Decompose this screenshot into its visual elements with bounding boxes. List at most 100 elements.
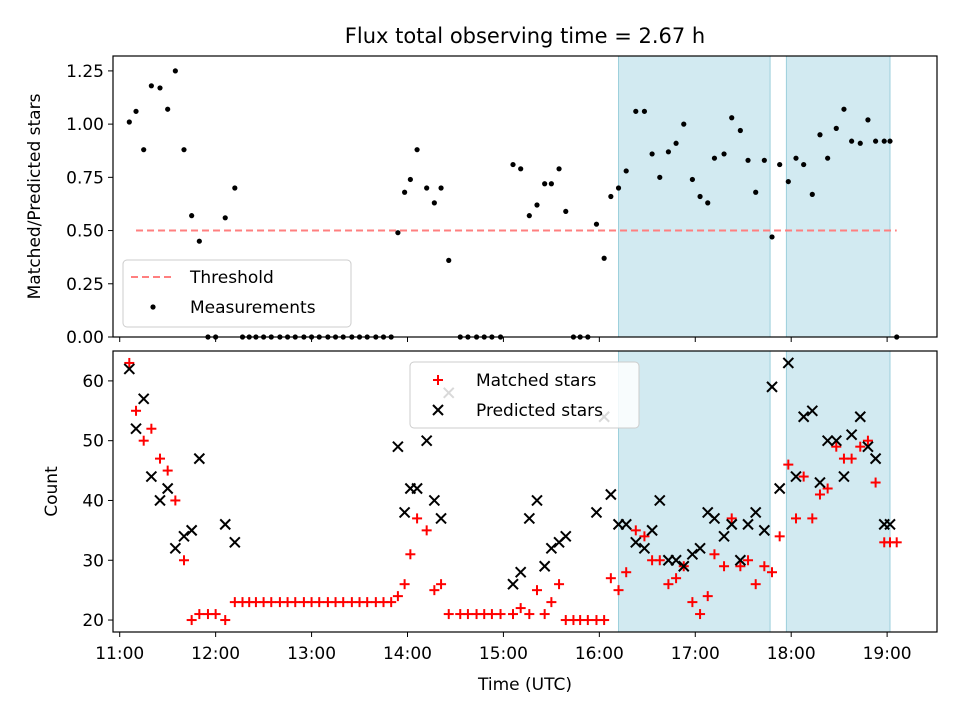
data-point-measurement [657, 174, 663, 180]
data-point-measurement [126, 119, 132, 125]
data-point-measurement [761, 157, 767, 163]
data-point-predicted [161, 482, 174, 495]
data-point-matched [338, 597, 349, 608]
data-point-predicted [523, 512, 536, 525]
data-point-matched [790, 513, 801, 524]
data-point-measurement [887, 138, 893, 144]
data-point-matched [605, 573, 616, 584]
marker-stroke [398, 506, 411, 519]
top-panel: 0.00 0.25 0.50 0.75 1.00 1.25 Matched/Predicte… [25, 55, 938, 348]
data-point-measurement [881, 138, 887, 144]
data-point-predicted [797, 411, 810, 423]
marker-stroke [185, 524, 198, 537]
marker-stroke [702, 506, 714, 519]
marker-stroke [420, 434, 433, 447]
marker-stroke [838, 470, 850, 483]
marker-stroke [821, 434, 834, 447]
data-point-predicted [169, 542, 182, 555]
data-point-matched [314, 597, 325, 608]
data-point-measurement [873, 138, 879, 144]
y-tick-label: 0.75 [66, 168, 104, 188]
data-point-measurement [705, 200, 711, 206]
data-point-predicted [560, 530, 572, 543]
data-point-measurement [148, 83, 154, 89]
y-axis-label: Matched/Predicted stars [25, 93, 45, 299]
data-point-predicted [862, 440, 874, 453]
data-point-measurement [849, 138, 855, 144]
marker-stroke [538, 560, 551, 572]
marker-stroke [161, 482, 174, 495]
data-point-matched [386, 597, 397, 608]
data-point-matched [554, 579, 565, 590]
data-point-measurement [681, 121, 687, 127]
legend-matched-label: Matched stars [476, 371, 596, 391]
data-point-matched [735, 561, 746, 572]
data-point-matched [654, 555, 665, 566]
data-point-matched [671, 573, 682, 584]
data-point-predicted [749, 506, 762, 519]
x-axis-label: Time (UTC) [477, 675, 572, 695]
data-point-predicted [420, 434, 433, 447]
data-point-measurement [633, 108, 639, 114]
marker-stroke [726, 518, 738, 531]
data-point-matched [210, 609, 221, 620]
data-point-predicted [538, 560, 551, 572]
data-point-measurement [556, 166, 562, 172]
data-point-matched [421, 525, 432, 536]
data-point-measurement [424, 185, 430, 191]
data-point-matched [220, 615, 231, 626]
marker-stroke [523, 512, 536, 525]
data-point-measurement [181, 147, 187, 153]
data-point-predicted [398, 506, 411, 519]
marker-stroke [531, 494, 543, 507]
data-point-predicted [646, 524, 658, 537]
data-point-matched [862, 435, 873, 446]
data-point-predicted [229, 536, 241, 549]
marker-stroke [782, 357, 795, 369]
shaded-region [785, 55, 891, 338]
data-point-matched [774, 531, 785, 542]
data-point-predicted [854, 411, 866, 423]
data-point-matched [399, 579, 410, 590]
marker-stroke [392, 440, 404, 453]
marker-stroke [830, 434, 842, 447]
data-point-matched [613, 585, 624, 596]
marker-stroke [773, 482, 786, 495]
marker-stroke [137, 393, 150, 405]
data-point-matched [405, 549, 416, 560]
data-point-measurement [641, 108, 648, 114]
x-tick-label: 12:00 [191, 644, 240, 664]
data-point-measurement [857, 140, 863, 146]
data-point-measurement [510, 161, 516, 168]
marker-stroke [758, 524, 771, 537]
data-point-predicted [718, 530, 730, 543]
marker-stroke [845, 428, 858, 441]
data-point-measurement [729, 115, 735, 121]
data-point-measurement [608, 193, 614, 200]
y-tick-label: 40 [82, 491, 104, 511]
marker-stroke [229, 536, 241, 549]
data-point-measurement [534, 202, 540, 208]
data-point-matched [695, 609, 706, 620]
data-point-predicted [219, 518, 231, 531]
data-point-matched [870, 477, 881, 488]
axes-frame [112, 350, 938, 633]
data-point-matched [539, 609, 550, 620]
data-point-predicted [428, 494, 441, 507]
marker-stroke [806, 405, 819, 417]
data-point-matched [621, 567, 632, 578]
data-point-matched [831, 441, 842, 452]
marker-stroke [560, 530, 572, 543]
marker-stroke [130, 423, 142, 435]
data-point-matched [743, 555, 754, 566]
marker-stroke [718, 530, 730, 543]
legend-box [122, 259, 352, 328]
legend-threshold-label: Threshold [189, 268, 274, 288]
marker-stroke [154, 494, 166, 507]
marker-stroke [630, 536, 642, 549]
legend-measurement-swatch [150, 304, 156, 310]
shaded-region [785, 350, 891, 633]
data-point-matched [807, 513, 818, 524]
data-point-matched [462, 609, 473, 620]
data-point-matched [392, 591, 403, 602]
